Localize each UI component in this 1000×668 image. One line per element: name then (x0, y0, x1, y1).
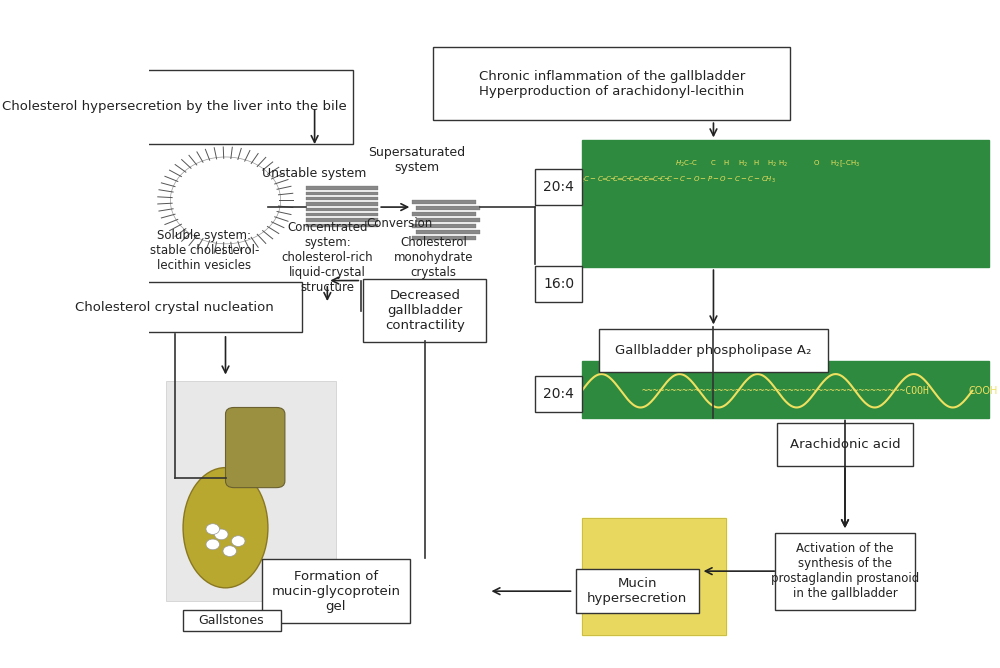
Bar (412, 212, 476, 216)
Ellipse shape (183, 468, 268, 588)
Bar (412, 200, 476, 204)
Bar (306, 213, 378, 216)
Text: Gallstones: Gallstones (199, 614, 264, 627)
Text: 20:4: 20:4 (543, 387, 574, 401)
Circle shape (214, 529, 228, 540)
Text: Gallbladder phospholipase A₂: Gallbladder phospholipase A₂ (615, 344, 812, 357)
Bar (306, 186, 378, 190)
Bar (416, 230, 480, 234)
FancyBboxPatch shape (599, 329, 828, 373)
Bar (306, 197, 378, 200)
FancyBboxPatch shape (226, 407, 285, 488)
FancyBboxPatch shape (0, 70, 353, 144)
Text: Arachidonic acid: Arachidonic acid (790, 438, 900, 451)
Text: Formation of
mucin-glycoprotein
gel: Formation of mucin-glycoprotein gel (271, 570, 400, 613)
Text: Decreased
gallbladder
contractility: Decreased gallbladder contractility (385, 289, 465, 332)
Text: Conversion: Conversion (366, 217, 433, 230)
Text: Chronic inflammation of the gallbladder
Hyperproduction of arachidonyl-lecithin: Chronic inflammation of the gallbladder … (479, 69, 745, 98)
Text: Unstable system: Unstable system (262, 167, 367, 180)
Text: $H_2C-C\!\!=\!\!C\!\!-\!\!\!\!C\!\!=\!\!C\!\!-\!\!\!\!C\!\!=\!\!C\!\!-\!\!\!\!C\: $H_2C-C\!\!=\!\!C\!\!-\!\!\!\!C\!\!=\!\!… (575, 175, 776, 186)
Bar (166, 381, 336, 601)
Bar (582, 518, 726, 635)
Text: Concentrated
system:
cholesterol-rich
liquid-crystal
structure: Concentrated system: cholesterol-rich li… (282, 220, 373, 294)
FancyBboxPatch shape (535, 265, 582, 303)
Bar (582, 361, 989, 418)
Text: Cholesterol hypersecretion by the liver into the bile: Cholesterol hypersecretion by the liver … (2, 100, 347, 114)
Bar (412, 224, 476, 228)
Bar (412, 236, 476, 240)
FancyBboxPatch shape (535, 376, 582, 413)
Circle shape (223, 546, 237, 556)
FancyBboxPatch shape (777, 423, 913, 466)
Text: ~~~~~~~~~~~~~~~~~~~~~~~~~~~~~~~~~~~~~~~~~~~~~COOH: ~~~~~~~~~~~~~~~~~~~~~~~~~~~~~~~~~~~~~~~~… (642, 386, 930, 395)
Bar (306, 202, 378, 206)
Bar (416, 206, 480, 210)
Bar (416, 218, 480, 222)
FancyBboxPatch shape (47, 283, 302, 333)
Text: COOH: COOH (968, 386, 997, 395)
Text: Mucin
image: Mucin image (639, 564, 669, 585)
Circle shape (206, 539, 220, 550)
Bar (582, 140, 989, 267)
Text: $H_2$C–C      C    H    H$_2$   H    H$_2$ H$_2$            O     H$_2$[–CH$_3$: $H_2$C–C C H H$_2$ H H$_2$ H$_2$ O H$_2$… (675, 158, 861, 169)
FancyBboxPatch shape (535, 169, 582, 206)
Text: Cholesterol
monohydrate
crystals: Cholesterol monohydrate crystals (394, 236, 473, 279)
Text: 16:0: 16:0 (543, 277, 574, 291)
Text: 20:4: 20:4 (543, 180, 574, 194)
Bar (306, 224, 378, 227)
FancyBboxPatch shape (433, 47, 790, 120)
Circle shape (206, 524, 220, 534)
Text: Mucin
hypersecretion: Mucin hypersecretion (587, 577, 687, 605)
Bar (306, 218, 378, 222)
FancyBboxPatch shape (576, 569, 699, 613)
FancyBboxPatch shape (183, 610, 281, 631)
Text: Supersaturated
system: Supersaturated system (368, 146, 465, 174)
Text: Cholesterol crystal nucleation: Cholesterol crystal nucleation (75, 301, 274, 314)
Circle shape (170, 157, 281, 244)
Bar (582, 518, 726, 635)
Bar (306, 208, 378, 211)
Text: Activation of the
synthesis of the
prostaglandin prostanoid
in the gallbladder: Activation of the synthesis of the prost… (771, 542, 919, 600)
Text: Soluble system:
stable cholesterol-
lecithin vesicles: Soluble system: stable cholesterol- leci… (150, 229, 259, 272)
Bar (306, 192, 378, 195)
FancyBboxPatch shape (262, 560, 410, 623)
FancyBboxPatch shape (363, 279, 486, 342)
FancyBboxPatch shape (775, 533, 915, 609)
Circle shape (231, 536, 245, 546)
